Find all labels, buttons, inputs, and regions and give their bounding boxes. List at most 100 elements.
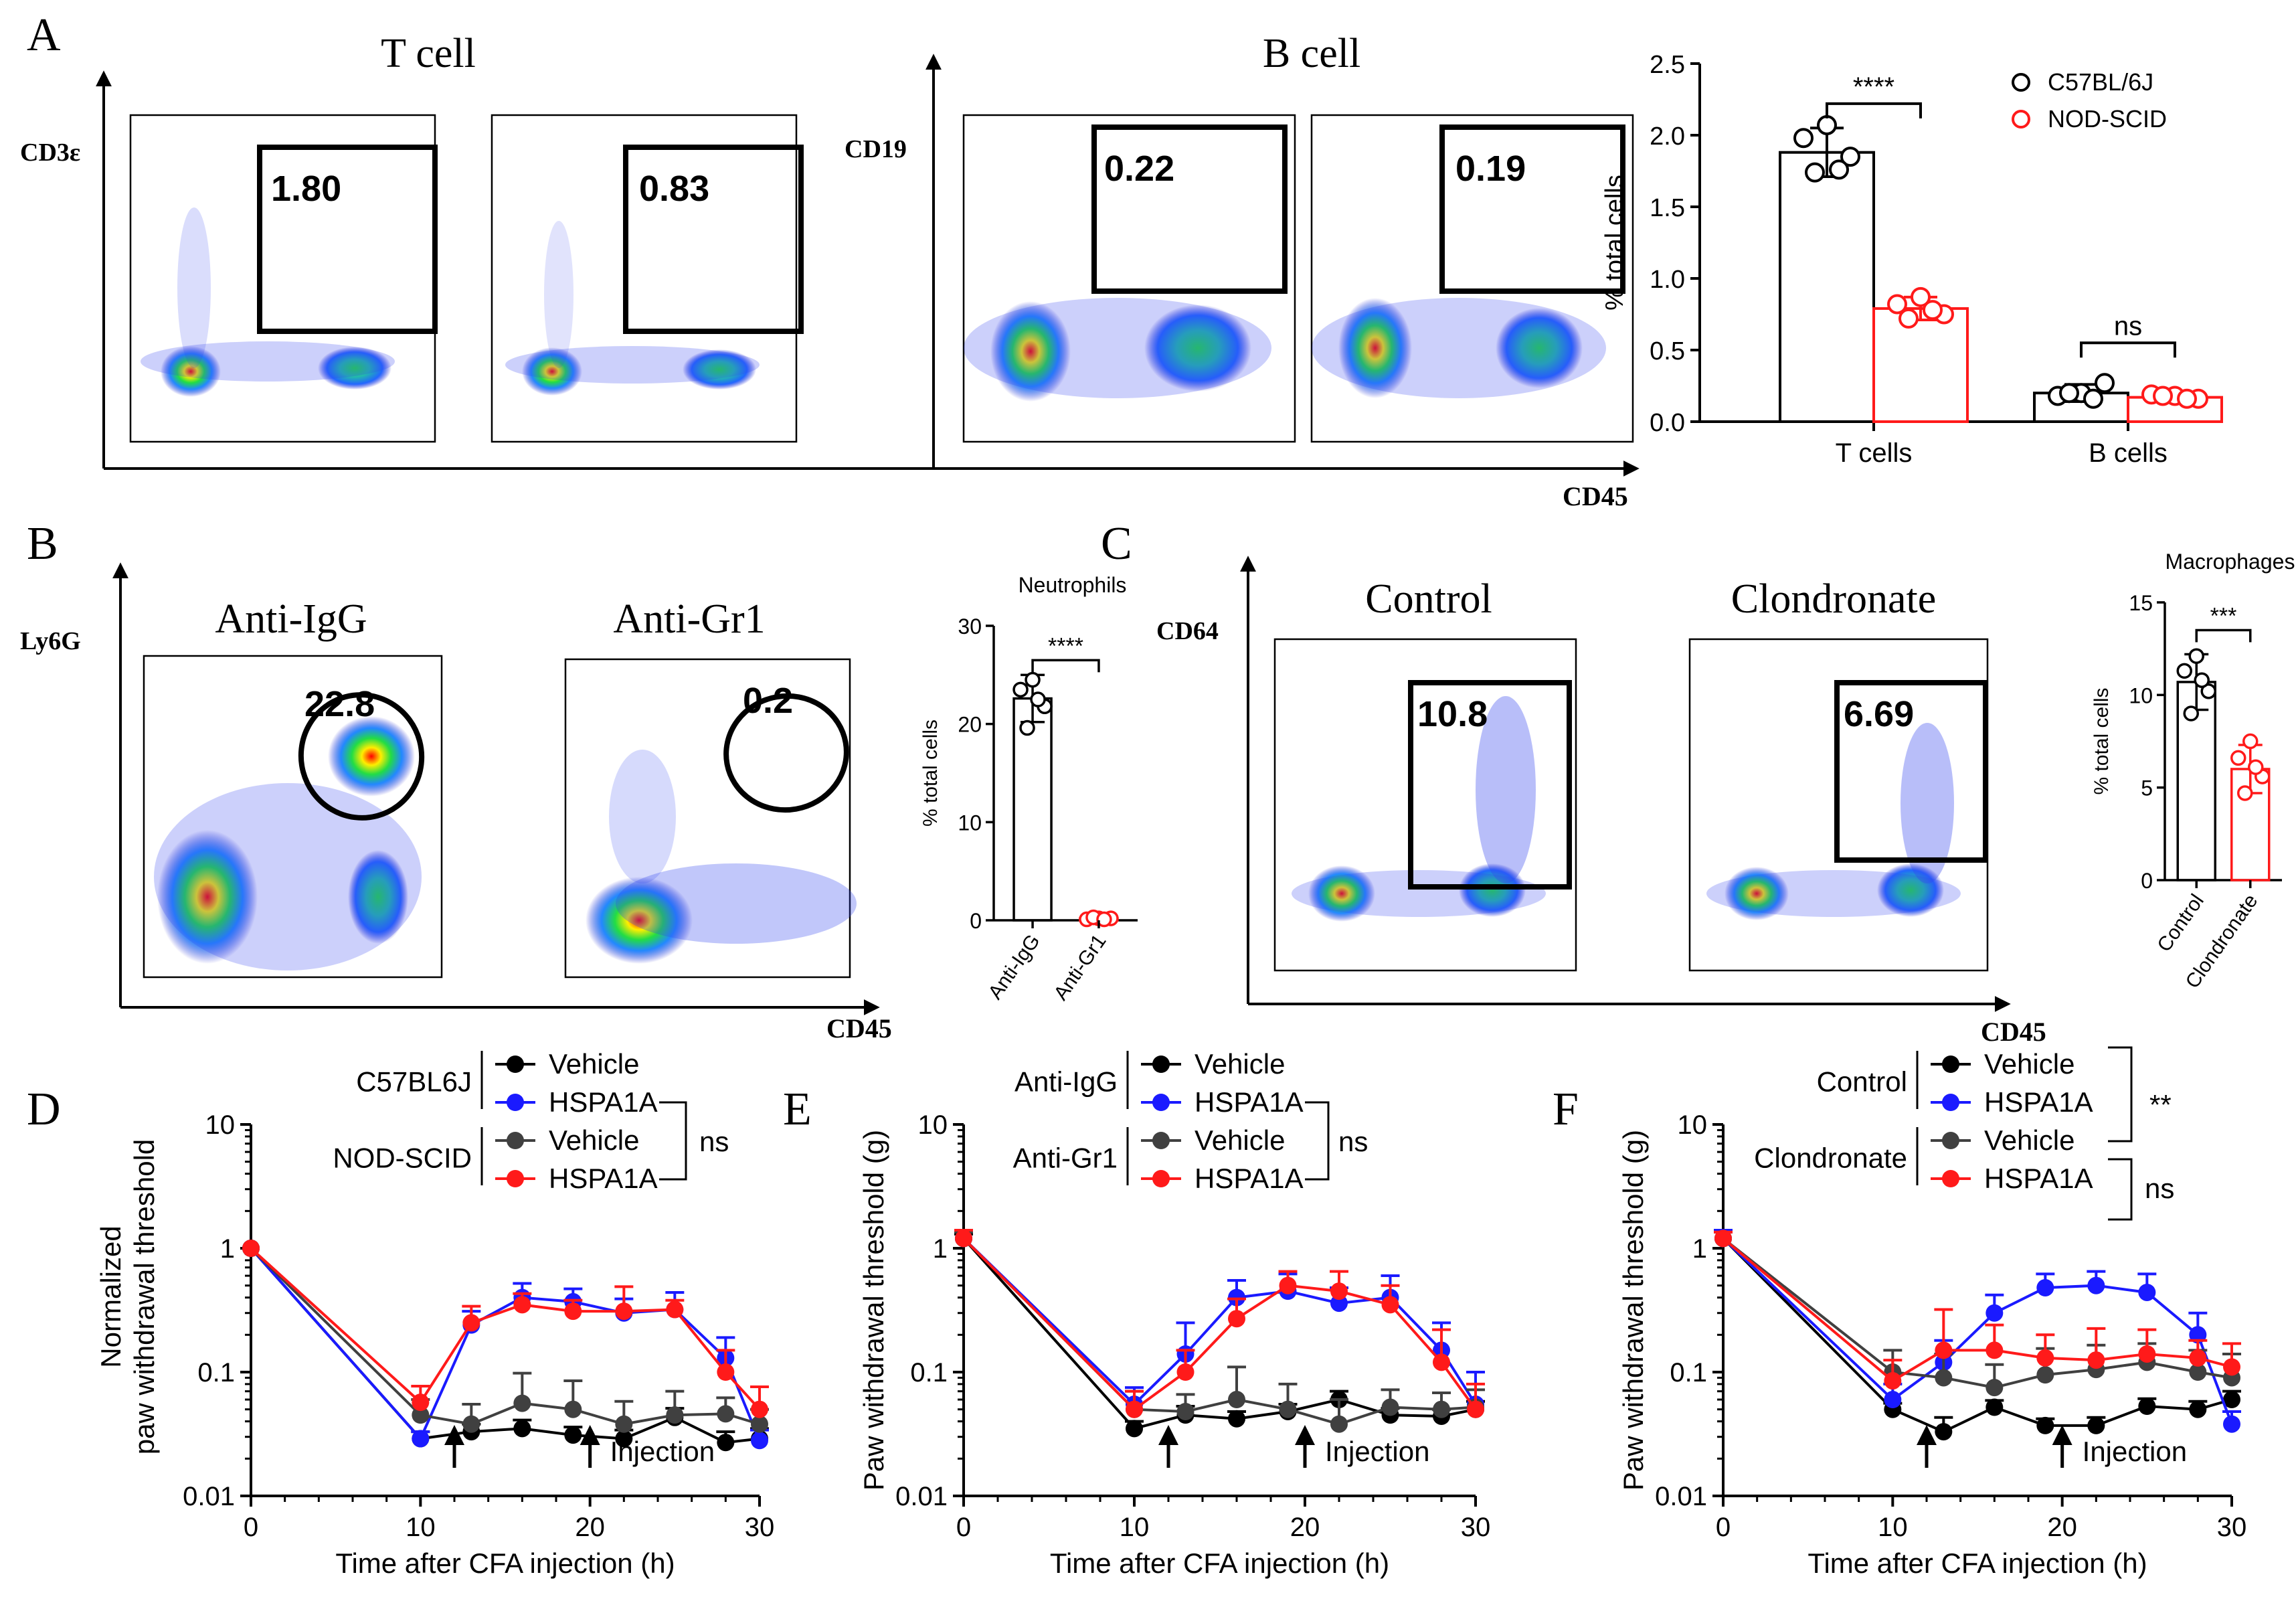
e-line-legend-marker (1152, 1094, 1170, 1111)
a-bar-point (2083, 388, 2103, 409)
c-bar-point (2230, 750, 2246, 766)
b-bar-ytick-label: 10 (958, 811, 982, 835)
f-line-legend-marker (1942, 1132, 1959, 1149)
e-line-point (1126, 1400, 1143, 1418)
c-bar-point (2237, 785, 2253, 801)
d-line-point (666, 1406, 684, 1424)
e-line-legend-marker (1152, 1056, 1170, 1073)
d-line-point (412, 1430, 430, 1448)
f-line-point (1985, 1379, 2004, 1397)
c-title-2: Clondronate (1731, 576, 1937, 622)
e-line-point (1381, 1296, 1399, 1314)
chart-f-line: 0.01 0.1 1 10 0 10 20 30 Time after CFA injectio… (1617, 1046, 2246, 1579)
e-line-legend-label: Vehicle (1195, 1124, 1285, 1156)
a-bar-legend-label: NOD-SCID (2048, 105, 2167, 133)
b-bar-category: Anti-IgG (984, 930, 1045, 1003)
f-line-point (2036, 1366, 2054, 1384)
a-bar-point (2177, 388, 2197, 409)
b-bar-point (1030, 691, 1046, 707)
c-plot-2: 6.69 (1688, 638, 1989, 972)
b-bar-bracket (1031, 659, 1100, 673)
f-line-legend-label: Vehicle (1984, 1048, 2074, 1080)
a-bar-significance: **** (1853, 72, 1894, 102)
c-bar-title: Macrophages (2166, 550, 2295, 574)
f-line-point (2223, 1391, 2240, 1409)
f-line-ytick-label: 10 (1678, 1110, 1708, 1140)
a-bar-ytick-label: 1.0 (1650, 266, 1685, 294)
a-bar-bracket (2080, 341, 2176, 358)
a-plot-2: 0.83 (491, 114, 804, 443)
f-line-ytick-label: 0.1 (1670, 1358, 1707, 1387)
c-gate-1 (1408, 680, 1572, 890)
e-line-ylabel: Paw withdrawal threshold (g) (858, 1130, 889, 1491)
f-line-point (2036, 1278, 2054, 1296)
e-line-point (1228, 1391, 1245, 1409)
a-bar-ylabel: % total cells (1601, 175, 1629, 311)
e-line-legend-label: HSPA1A (1195, 1086, 1304, 1118)
d-line-point (564, 1426, 582, 1444)
f-line-point (2036, 1416, 2054, 1434)
c-gate-2 (1834, 680, 1988, 863)
a-plot-3: 0.22 (962, 114, 1296, 443)
c-title-1: Control (1365, 576, 1492, 622)
d-line-point (751, 1400, 768, 1418)
f-line-point (2087, 1416, 2105, 1434)
f-line-point (2223, 1358, 2240, 1376)
d-line-ylabel: paw withdrawal threshold (128, 1139, 160, 1455)
e-line-series-line (962, 1237, 1476, 1426)
a-gate-2-value: 0.83 (639, 169, 709, 209)
e-line-series-line (962, 1238, 1476, 1430)
f-line-legend-marker (1942, 1170, 1959, 1187)
a-b-ylabel: CD19 (845, 135, 907, 163)
c-bar-ylabel: % total cells (2091, 687, 2113, 794)
a-gate-3-value: 0.22 (1104, 149, 1174, 189)
f-line-point (1935, 1341, 1953, 1359)
e-line-point (1228, 1410, 1245, 1428)
a-bar (1779, 151, 1875, 423)
b-ylabel: Ly6G (20, 627, 81, 655)
c-bar-bracket (2195, 628, 2252, 643)
a-bar-point (1829, 159, 1849, 180)
d-line-point (564, 1302, 582, 1321)
e-line-point (1330, 1282, 1348, 1300)
c-bar-ytick-label: 0 (2141, 869, 2153, 893)
e-line-legend-group: Anti-IgG (1014, 1066, 1118, 1098)
f-line-legend-marker (1942, 1094, 1959, 1111)
e-line-legend-label: Vehicle (1195, 1048, 1285, 1080)
e-line-point (1228, 1310, 1245, 1328)
a-gate-1-value: 1.80 (271, 169, 341, 209)
d-line-point (513, 1296, 531, 1314)
c-bar-point (2248, 759, 2264, 775)
f-line-point (1985, 1341, 2004, 1359)
a-bar-ytick-label: 0.5 (1650, 337, 1685, 365)
d-line-point (462, 1415, 480, 1433)
b-bar-significance: **** (1048, 633, 1083, 659)
b-plot-2: 0.2 (564, 658, 857, 979)
c-bar-point (2183, 705, 2199, 722)
b-bar-title: Neutrophils (1019, 573, 1127, 597)
f-line-point (2189, 1363, 2207, 1381)
e-line-point (1176, 1363, 1195, 1381)
f-line-point (1985, 1398, 2004, 1416)
d-line-point (513, 1420, 531, 1438)
d-line-point (666, 1300, 684, 1319)
f-line-legend-bracket (2108, 1046, 2133, 1143)
a-bar-point (2095, 373, 2115, 394)
panel-c-flow: CD64 CD45 Control Clondronate 10.8 6.69 (1156, 556, 2046, 1047)
c-bar-ytick-label: 5 (2141, 776, 2153, 800)
f-line-injection-label: Injection (2083, 1436, 2187, 1467)
e-line-point (1381, 1398, 1399, 1416)
d-line-significance: ns (699, 1126, 729, 1157)
a-bar-point (2059, 383, 2079, 404)
f-line-legend-label: HSPA1A (1984, 1086, 2093, 1118)
e-line-series-line (962, 1237, 1477, 1406)
b-bar-category: Anti-Gr1 (1050, 930, 1111, 1004)
b-title-1: Anti-IgG (215, 596, 367, 642)
b-gate-1 (298, 692, 425, 821)
e-line-point (1126, 1420, 1143, 1438)
c-xlabel: CD45 (1981, 1017, 2046, 1047)
a-bar-ytick-label: 2.0 (1650, 122, 1685, 151)
f-line-point (2223, 1415, 2240, 1433)
f-line-point (2189, 1349, 2207, 1367)
